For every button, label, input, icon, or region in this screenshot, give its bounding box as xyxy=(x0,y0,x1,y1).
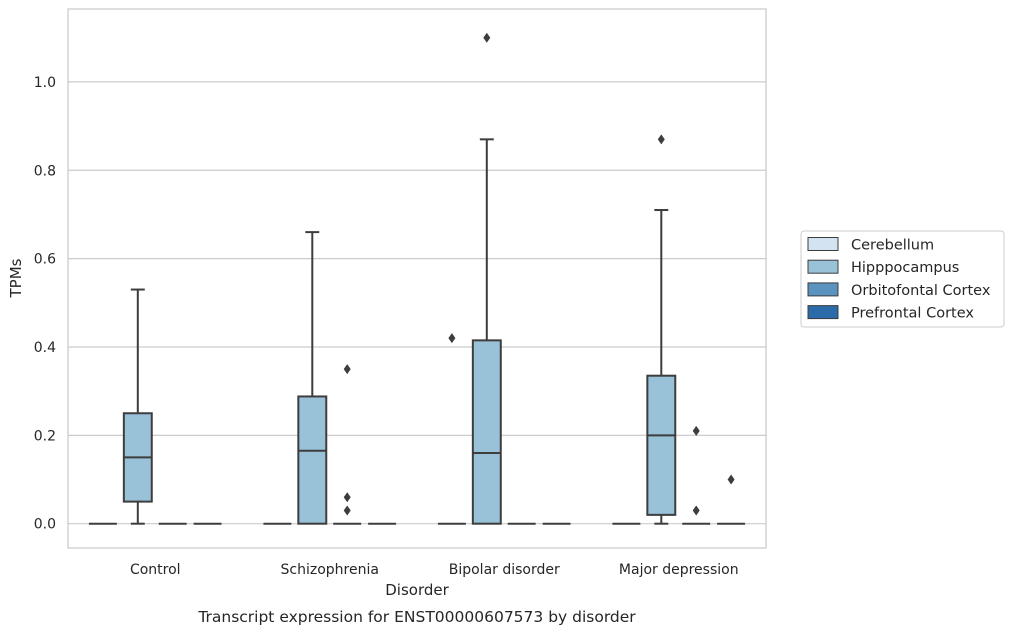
legend-item: Orbitofontal Cortex xyxy=(807,282,991,299)
box-body xyxy=(297,395,328,525)
outlier-point xyxy=(448,333,456,344)
y-tick-label: 0.0 xyxy=(34,517,56,533)
box-3-1 xyxy=(646,134,677,525)
outlier-point xyxy=(657,134,665,145)
x-tick-label: Schizophrenia xyxy=(281,562,379,578)
box-3-2 xyxy=(682,425,711,525)
boxes-layer xyxy=(88,32,746,525)
legend-swatch xyxy=(807,282,839,297)
y-tick-label: 1.0 xyxy=(34,75,56,91)
chart-caption: Transcript expression for ENST0000060757… xyxy=(197,608,636,626)
outlier-point xyxy=(343,492,351,503)
legend-swatch xyxy=(807,237,839,251)
legend-item: Prefrontal Cortex xyxy=(807,305,974,322)
outlier-point xyxy=(343,505,351,516)
legend-label: Orbitofontal Cortex xyxy=(851,283,991,299)
y-tick-label: 0.8 xyxy=(34,163,56,179)
box-1-2 xyxy=(333,364,362,525)
legend-frame xyxy=(800,230,1005,328)
outlier-point xyxy=(483,32,491,43)
y-axis-title: TPMs xyxy=(7,258,25,298)
x-tick-labels: Control Schizophrenia Bipolar disorder Majo… xyxy=(130,562,739,578)
x-axis-title: Disorder xyxy=(385,581,449,599)
outlier-point xyxy=(692,505,700,516)
outlier-point xyxy=(692,425,700,436)
legend-item: Hipppocampus xyxy=(807,259,959,276)
plot-frame xyxy=(67,8,767,549)
outlier-point xyxy=(727,474,735,485)
grid-lines xyxy=(68,81,766,525)
legend-label: Cerebellum xyxy=(851,238,934,254)
y-tick-label: 0.6 xyxy=(34,252,56,268)
legend-label: Prefrontal Cortex xyxy=(851,306,974,322)
outlier-point xyxy=(343,364,351,375)
legend-label: Hipppocampus xyxy=(851,260,959,276)
box-0-1 xyxy=(122,288,153,525)
x-tick-label: Major depression xyxy=(619,562,739,578)
y-tick-labels: 0.0 0.2 0.4 0.6 0.8 1.0 xyxy=(34,75,56,533)
y-tick-label: 0.4 xyxy=(34,340,56,356)
box-2-1 xyxy=(471,32,502,525)
legend: Cerebellum Hipppocampus Orbitofontal Corte… xyxy=(800,230,1005,328)
box-3-3 xyxy=(717,474,746,525)
legend-swatch xyxy=(807,259,839,274)
x-tick-label: Bipolar disorder xyxy=(449,562,560,578)
box-body xyxy=(646,374,677,516)
box-body xyxy=(471,339,502,525)
x-tick-label: Control xyxy=(130,562,181,578)
legend-item: Cerebellum xyxy=(807,237,934,254)
y-tick-label: 0.2 xyxy=(34,428,56,444)
box-1-1 xyxy=(297,231,328,525)
legend-swatch xyxy=(807,305,839,320)
